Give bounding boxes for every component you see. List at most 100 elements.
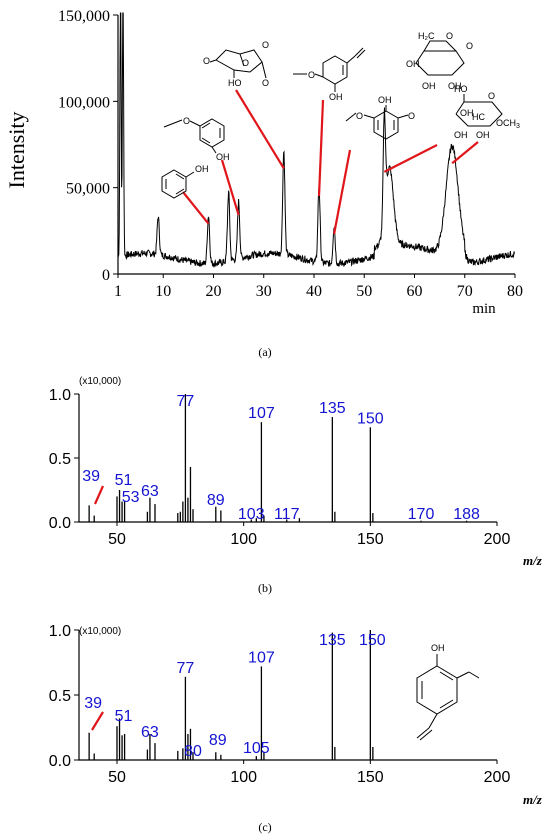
x-tick-label: 200: [484, 769, 511, 786]
vinylguaiacol-inset-structure: OH: [416, 643, 480, 741]
x-axis-ticks: 50 100 150 200: [108, 522, 510, 548]
peak-label: 170: [408, 506, 435, 523]
peak-label: 150: [357, 410, 384, 427]
vinylguaiacol-structure: O OH: [293, 47, 366, 102]
x-tick-label: 50: [356, 283, 372, 300]
levoglucosan-oh2-label: OH: [422, 81, 436, 91]
peak-label: 103: [238, 506, 265, 523]
y-tick-label: 0.5: [49, 451, 71, 468]
phenol-structure: OH: [161, 164, 209, 199]
peak-label: 135: [319, 632, 346, 649]
chromatogram-panel: Intensity 0 50,000 100,000 150,000 1 10 20 30 4…: [4, 8, 523, 359]
peak-label: 77: [177, 393, 195, 410]
levoglucosan-o2-label: O: [466, 41, 473, 51]
syringol-oh-label: OH: [378, 95, 392, 105]
panel-a-caption: (a): [258, 345, 271, 359]
peak-label: 188: [453, 506, 480, 523]
levo-o2-label: O: [242, 58, 249, 68]
syringol-structure: OH O O: [345, 95, 415, 140]
peak-label: 77: [177, 660, 195, 677]
peak-label: 107: [248, 405, 275, 422]
annotation-line: [333, 149, 352, 235]
x-axis-ticks: 50 100 150 200: [108, 760, 510, 786]
glucoside-ho-label: HO: [454, 84, 468, 94]
levoglucosan-h2c-label: H₂C: [418, 31, 435, 41]
x-tick-label: 10: [155, 283, 171, 300]
y-tick-label: 1.0: [49, 623, 71, 640]
annotation-line: [451, 141, 479, 165]
peak-labels: 39 51 63 77 80 89 105 107 135 150: [84, 632, 386, 760]
annotation-line: [220, 159, 240, 216]
glucoside-och3-label: OCH3: [496, 118, 520, 130]
intensity-scale-label: (x10,000): [79, 376, 121, 387]
annotation-lines: [182, 89, 479, 235]
syringol-o2-label: O: [408, 111, 415, 121]
x-tick-label: 150: [357, 769, 384, 786]
x-axis-title: m/z: [523, 792, 543, 807]
plot-frame: [117, 15, 515, 275]
guaiacol-o-label: O: [183, 116, 190, 126]
peak-label: 63: [141, 724, 159, 741]
label-leader-line: [93, 485, 105, 505]
guaiacol-structure: O OH: [163, 116, 230, 162]
guaiacol-oh-label: OH: [216, 152, 230, 162]
peak-label: 105: [243, 740, 270, 757]
y-axis-ticks: 0.0 0.5 1.0: [49, 387, 79, 532]
peak-label: 51: [115, 708, 133, 725]
y-tick-label: 50,000: [66, 181, 110, 198]
y-tick-label: 0: [102, 267, 110, 284]
peak-label: 53: [122, 489, 140, 506]
glucoside-oh2-label: OH: [454, 130, 468, 140]
y-tick-label: 100,000: [58, 94, 110, 111]
spectrum-bars: [88, 394, 468, 522]
x-tick-label: 1: [114, 283, 122, 300]
x-axis-title: m/z: [523, 553, 543, 568]
annotation-line: [182, 191, 210, 225]
panel-c-caption: (c): [258, 820, 271, 834]
levo-o4-label: O: [262, 78, 269, 88]
peak-label: 117: [274, 506, 300, 523]
panel-b-caption: (b): [258, 581, 272, 595]
peak-label: 63: [141, 483, 159, 500]
peak-label: 135: [319, 400, 346, 417]
inset-oh-label: OH: [431, 643, 445, 653]
syringol-o1-label: O: [356, 111, 363, 121]
y-tick-label: 0.0: [49, 515, 71, 532]
y-tick-label: 0.0: [49, 753, 71, 770]
levoglucosan-o1-label: O: [446, 31, 453, 41]
levo-ho-label: HO: [228, 78, 242, 88]
y-tick-label: 1.0: [49, 387, 71, 404]
mass-spectrum-c-panel: (x10,000) 0.0 0.5 1.0 50 100 150 200 39 51 63 77…: [49, 623, 543, 834]
glucoside-o-label: O: [488, 91, 495, 101]
annotation-line: [383, 144, 438, 173]
y-axis-title: Intensity: [4, 112, 29, 189]
x-tick-label: 150: [357, 531, 384, 548]
x-tick-label: 40: [306, 283, 322, 300]
peak-label: 89: [207, 492, 225, 509]
methylglucoside-structure: HO O OH OH HC OH OCH3: [454, 84, 520, 140]
peak-label: 39: [84, 695, 102, 712]
plot-frame: [78, 630, 497, 761]
peak-label: 89: [209, 732, 227, 749]
glucoside-oh1-label: OH: [460, 108, 474, 118]
y-axis-ticks: 0 50,000 100,000 150,000: [58, 8, 118, 284]
peak-label: 39: [82, 468, 100, 485]
peak-label: 150: [359, 632, 386, 649]
peak-label: 107: [248, 649, 275, 666]
spectrum-bars: [88, 630, 374, 760]
x-tick-label: 30: [256, 283, 272, 300]
x-tick-label: 70: [457, 283, 473, 300]
x-tick-label: 20: [205, 283, 221, 300]
vinyl-oh-label: OH: [329, 92, 343, 102]
vinyl-o-label: O: [308, 70, 315, 80]
levo-o3-label: O: [262, 40, 269, 50]
phenol-oh-label: OH: [195, 164, 209, 174]
levoglucosan-structure: H₂C O O OH OH OH: [406, 31, 473, 91]
y-tick-label: 150,000: [58, 8, 110, 25]
x-tick-label: 100: [230, 531, 257, 548]
annotation-line: [235, 89, 285, 169]
x-tick-label: 60: [406, 283, 422, 300]
plot-frame: [78, 394, 497, 523]
